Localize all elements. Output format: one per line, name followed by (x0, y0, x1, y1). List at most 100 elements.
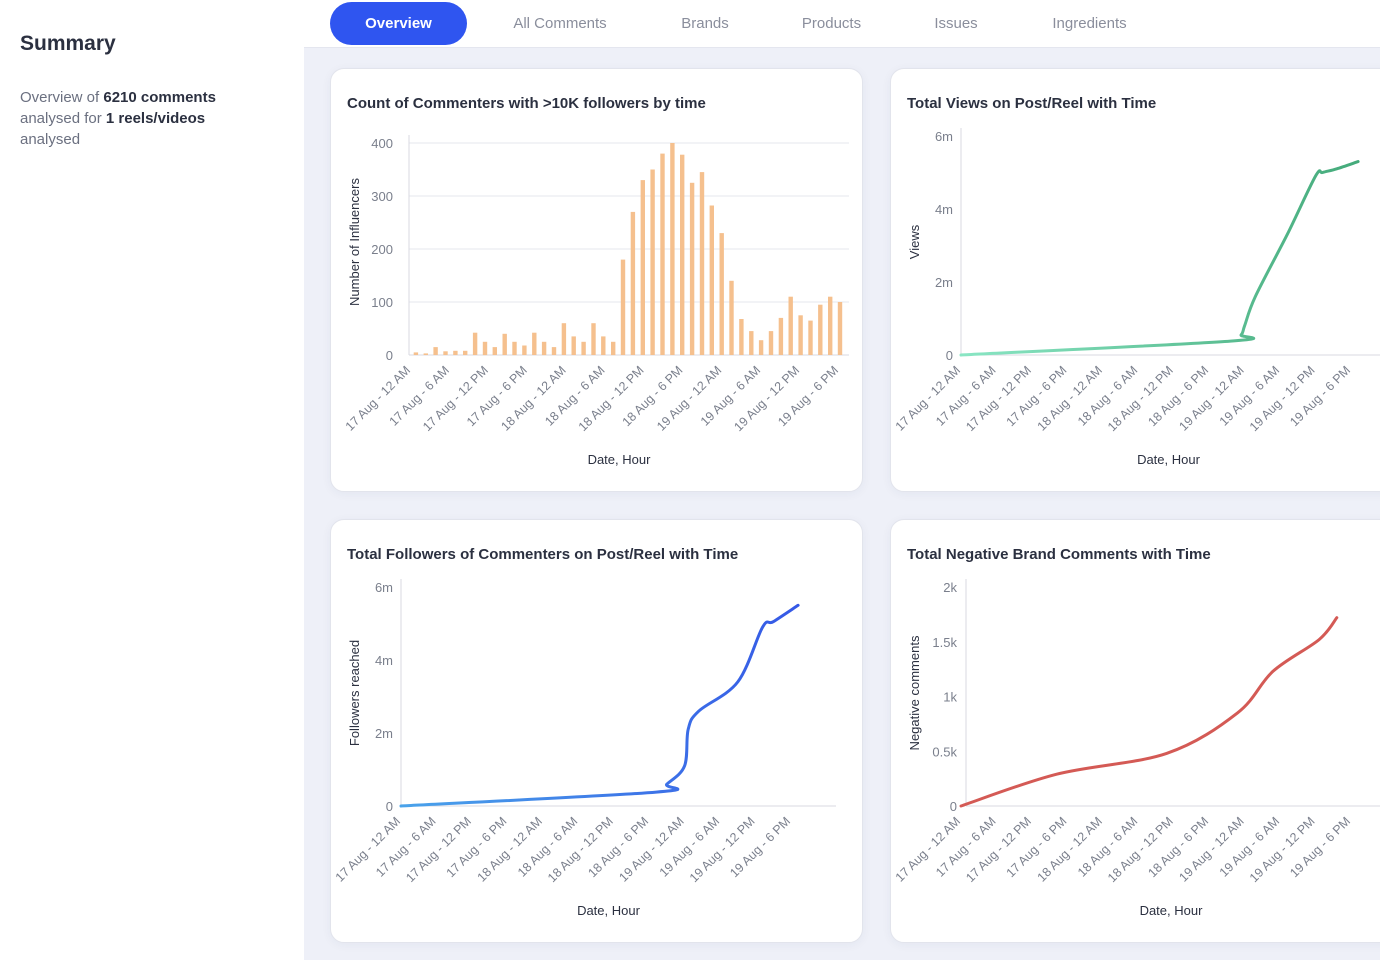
chart-card-views: Total Views on Post/Reel with Time 0 2m 4m… (890, 68, 1380, 492)
desc-suffix: analysed (20, 131, 81, 148)
chart-title: Total Views on Post/Reel with Time (907, 95, 1157, 112)
tab-bar: Overview All Comments Brands Products Is… (304, 0, 1380, 48)
desc-mid: analysed for (20, 110, 102, 127)
chart-card-negative-comments: Total Negative Brand Comments with Time … (890, 519, 1380, 943)
bar (453, 350, 458, 355)
bar (719, 233, 724, 355)
x-tick-label: 17 Aug - 12 AM (343, 363, 413, 433)
bar (482, 341, 488, 356)
bar (828, 296, 833, 355)
bar (472, 332, 478, 355)
bar (423, 353, 428, 355)
y-tick-label: 4m (375, 653, 393, 668)
series-line (959, 160, 1360, 357)
bar (709, 205, 714, 355)
bar (680, 154, 685, 355)
bar (532, 332, 537, 355)
bar (749, 331, 754, 355)
bar (581, 341, 586, 356)
bar (660, 153, 665, 355)
bar (808, 320, 813, 355)
x-axis-label: Date, Hour (577, 903, 641, 918)
y-tick-label: 300 (371, 189, 393, 204)
chart-title: Total Followers of Commenters on Post/Re… (347, 546, 739, 563)
tab-brands[interactable]: Brands (681, 15, 729, 32)
desc-prefix: Overview of (20, 89, 100, 106)
y-tick-label: 0.5k (932, 744, 957, 759)
x-axis-label: Date, Hour (1140, 903, 1204, 918)
bar (551, 347, 557, 355)
video-count: 1 reels/videos (105, 110, 206, 127)
tab-all-comments[interactable]: All Comments (513, 15, 607, 32)
y-tick-label: 200 (371, 242, 393, 257)
y-axis-label: Number of Influencers (347, 178, 362, 306)
x-axis-label: Date, Hour (588, 452, 652, 467)
chart-card-followers: Total Followers of Commenters on Post/Re… (330, 519, 863, 943)
series-line (399, 603, 800, 808)
bar (739, 319, 744, 355)
bar (818, 304, 823, 355)
bar (788, 296, 793, 355)
y-tick-label: 2k (943, 580, 957, 595)
summary-title: Summary (20, 32, 116, 55)
bar (640, 180, 645, 355)
bar (798, 315, 803, 356)
comment-count: 6210 comments (103, 89, 216, 106)
bar (502, 333, 507, 355)
y-tick-label: 2m (375, 726, 393, 741)
bar (601, 336, 606, 355)
bar (512, 341, 517, 356)
bar (443, 351, 448, 355)
y-tick-label: 0 (950, 799, 957, 814)
bar (611, 341, 616, 356)
bar (561, 323, 567, 355)
chart-card-influencers: Count of Commenters with >10K followers … (330, 68, 863, 492)
bar (571, 336, 576, 355)
bar (463, 350, 468, 355)
y-tick-label: 1.5k (932, 635, 957, 650)
bar (591, 323, 596, 355)
summary-description: Overview of 6210 comments analysed for 1… (20, 87, 260, 150)
bar (699, 172, 705, 355)
series-line (959, 616, 1339, 808)
bar (689, 182, 695, 356)
y-tick-label: 2m (935, 275, 953, 290)
bar (729, 280, 734, 355)
y-tick-label: 4m (935, 202, 953, 217)
y-tick-label: 0 (946, 348, 953, 363)
bar (413, 352, 419, 355)
tab-overview[interactable]: Overview (330, 2, 467, 45)
bar (541, 341, 547, 356)
bar (837, 302, 843, 355)
bar (620, 259, 626, 355)
tab-ingredients[interactable]: Ingredients (1052, 15, 1127, 32)
y-tick-label: 6m (375, 580, 393, 595)
chart-title: Total Negative Brand Comments with Time (907, 546, 1211, 563)
y-tick-label: 1k (943, 690, 957, 705)
y-tick-label: 400 (371, 136, 393, 151)
y-axis-label: Followers reached (347, 640, 362, 746)
bar (630, 211, 636, 355)
tab-products[interactable]: Products (801, 15, 862, 32)
bar (492, 347, 497, 355)
y-tick-label: 100 (371, 295, 393, 310)
bar (522, 345, 527, 355)
y-axis-label: Negative comments (907, 635, 922, 750)
sidebar: Summary Overview of 6210 comments analys… (0, 0, 304, 960)
x-axis-label: Date, Hour (1137, 452, 1201, 467)
y-tick-label: 6m (935, 129, 953, 144)
bar (650, 169, 655, 355)
bar (670, 143, 675, 355)
bar (433, 347, 438, 355)
bar (768, 331, 774, 355)
y-axis-label: Views (907, 224, 922, 259)
chart-title: Count of Commenters with >10K followers … (347, 95, 706, 112)
tab-issues[interactable]: Issues (934, 15, 978, 32)
bar (778, 317, 784, 355)
y-tick-label: 0 (386, 348, 393, 363)
bar (758, 340, 764, 355)
